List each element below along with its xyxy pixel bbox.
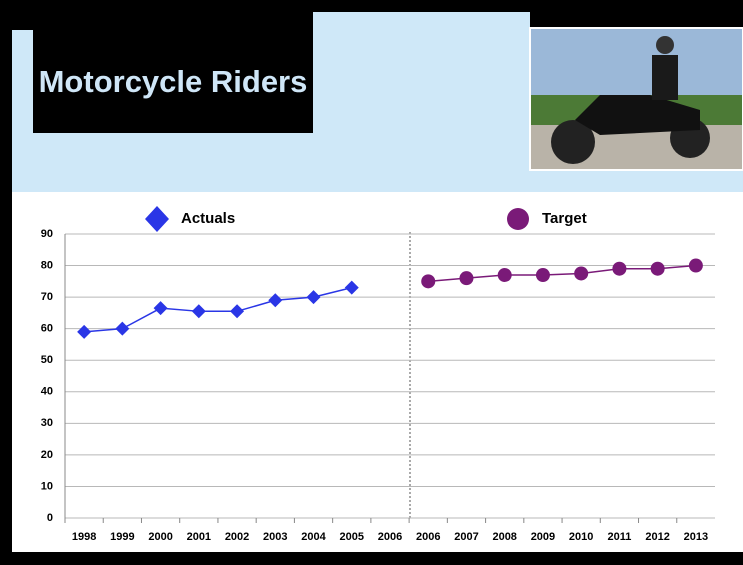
header-dark (12, 12, 313, 30)
x-tick-label: 2001 (187, 531, 211, 543)
point (115, 321, 130, 336)
y-tick-label: 40 (41, 386, 53, 398)
x-tick-label: 2011 (607, 531, 631, 543)
point (344, 280, 359, 295)
x-tick-label: 2012 (645, 531, 669, 543)
point (612, 261, 627, 276)
legend-marker (507, 208, 529, 230)
x-tick-label: 2013 (684, 531, 708, 543)
legend-marker (145, 206, 169, 232)
point (574, 266, 589, 281)
x-tick-label: 2006 (378, 531, 402, 543)
x-tick-label: 2003 (263, 531, 287, 543)
y-tick-label: 30 (41, 417, 53, 429)
y-tick-label: 90 (41, 228, 53, 240)
x-tick-label: 1998 (72, 531, 96, 543)
point (535, 268, 550, 283)
x-tick-label: 2010 (569, 531, 593, 543)
point (230, 304, 245, 319)
x-tick-label: 2007 (454, 531, 478, 543)
point (191, 304, 206, 319)
x-tick-label: 2008 (492, 531, 516, 543)
y-tick-label: 0 (47, 512, 53, 524)
point (459, 271, 474, 286)
x-tick-label: 2005 (340, 531, 364, 543)
legend-label: Target (542, 210, 587, 227)
y-tick-label: 70 (41, 291, 53, 303)
point (421, 274, 436, 289)
y-tick-label: 20 (41, 449, 53, 461)
photo (529, 27, 743, 171)
x-tick-label: 1999 (110, 531, 134, 543)
chart-area (12, 192, 743, 552)
point (77, 324, 92, 339)
point (650, 261, 665, 276)
x-tick-label: 2002 (225, 531, 249, 543)
point (497, 268, 512, 283)
x-tick-label: 2006 (416, 531, 440, 543)
y-tick-label: 10 (41, 480, 53, 492)
slide-title: Motorcycle Riders (33, 30, 313, 133)
x-tick-label: 2004 (301, 531, 326, 543)
header-dark (530, 12, 743, 28)
y-tick-label: 80 (41, 259, 53, 271)
point (688, 258, 703, 273)
x-tick-label: 2009 (531, 531, 555, 543)
y-tick-label: 50 (41, 354, 53, 366)
point (268, 293, 283, 308)
y-tick-label: 60 (41, 323, 53, 335)
point (153, 301, 168, 316)
x-tick-label: 2000 (148, 531, 172, 543)
point (306, 290, 321, 305)
legend-label: Actuals (181, 210, 235, 227)
